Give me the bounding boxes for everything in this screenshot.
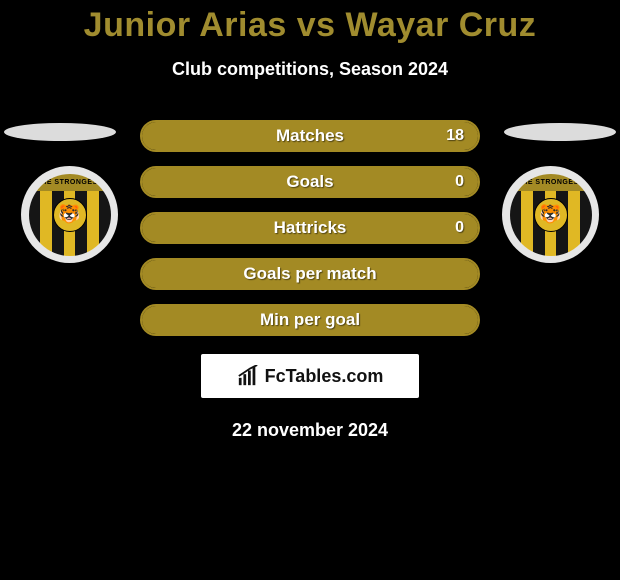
stat-row: 0 Hattricks — [140, 212, 480, 244]
brand-text: FcTables.com — [265, 366, 384, 387]
comparison-title: Junior Arias vs Wayar Cruz — [0, 0, 620, 45]
stat-row: Goals per match — [140, 258, 480, 290]
stat-row: 18 Matches — [140, 120, 480, 152]
tiger-icon: 🐯 — [53, 198, 87, 232]
player2-club-badge: HE STRONGES 🐯 — [502, 166, 599, 263]
brand-box: FcTables.com — [201, 354, 419, 398]
chart-up-icon — [237, 365, 259, 387]
stat-row: 0 Goals — [140, 166, 480, 198]
stat-value-player2: 0 — [455, 173, 464, 191]
stat-row: Min per goal — [140, 304, 480, 336]
comparison-date: 22 november 2024 — [0, 420, 620, 441]
stat-label: Goals per match — [243, 264, 376, 284]
player1-shadow-ellipse — [4, 123, 116, 141]
stat-value-player2: 18 — [446, 127, 464, 145]
player2-club-name: HE STRONGES — [510, 174, 592, 191]
stat-label: Goals — [286, 172, 333, 192]
stat-label: Min per goal — [260, 310, 360, 330]
stat-label: Matches — [276, 126, 344, 146]
tiger-icon: 🐯 — [534, 198, 568, 232]
player1-club-name: HE STRONGES — [29, 174, 111, 191]
stat-rows: 18 Matches 0 Goals 0 Hattricks Goals per match… — [140, 120, 480, 336]
stat-value-player2: 0 — [455, 219, 464, 237]
stat-label: Hattricks — [274, 218, 347, 238]
player1-club-badge: HE STRONGES 🐯 — [21, 166, 118, 263]
player2-shadow-ellipse — [504, 123, 616, 141]
stats-section: HE STRONGES 🐯 HE STRONGES 🐯 18 Matches 0 Go… — [0, 120, 620, 336]
comparison-subtitle: Club competitions, Season 2024 — [0, 59, 620, 80]
